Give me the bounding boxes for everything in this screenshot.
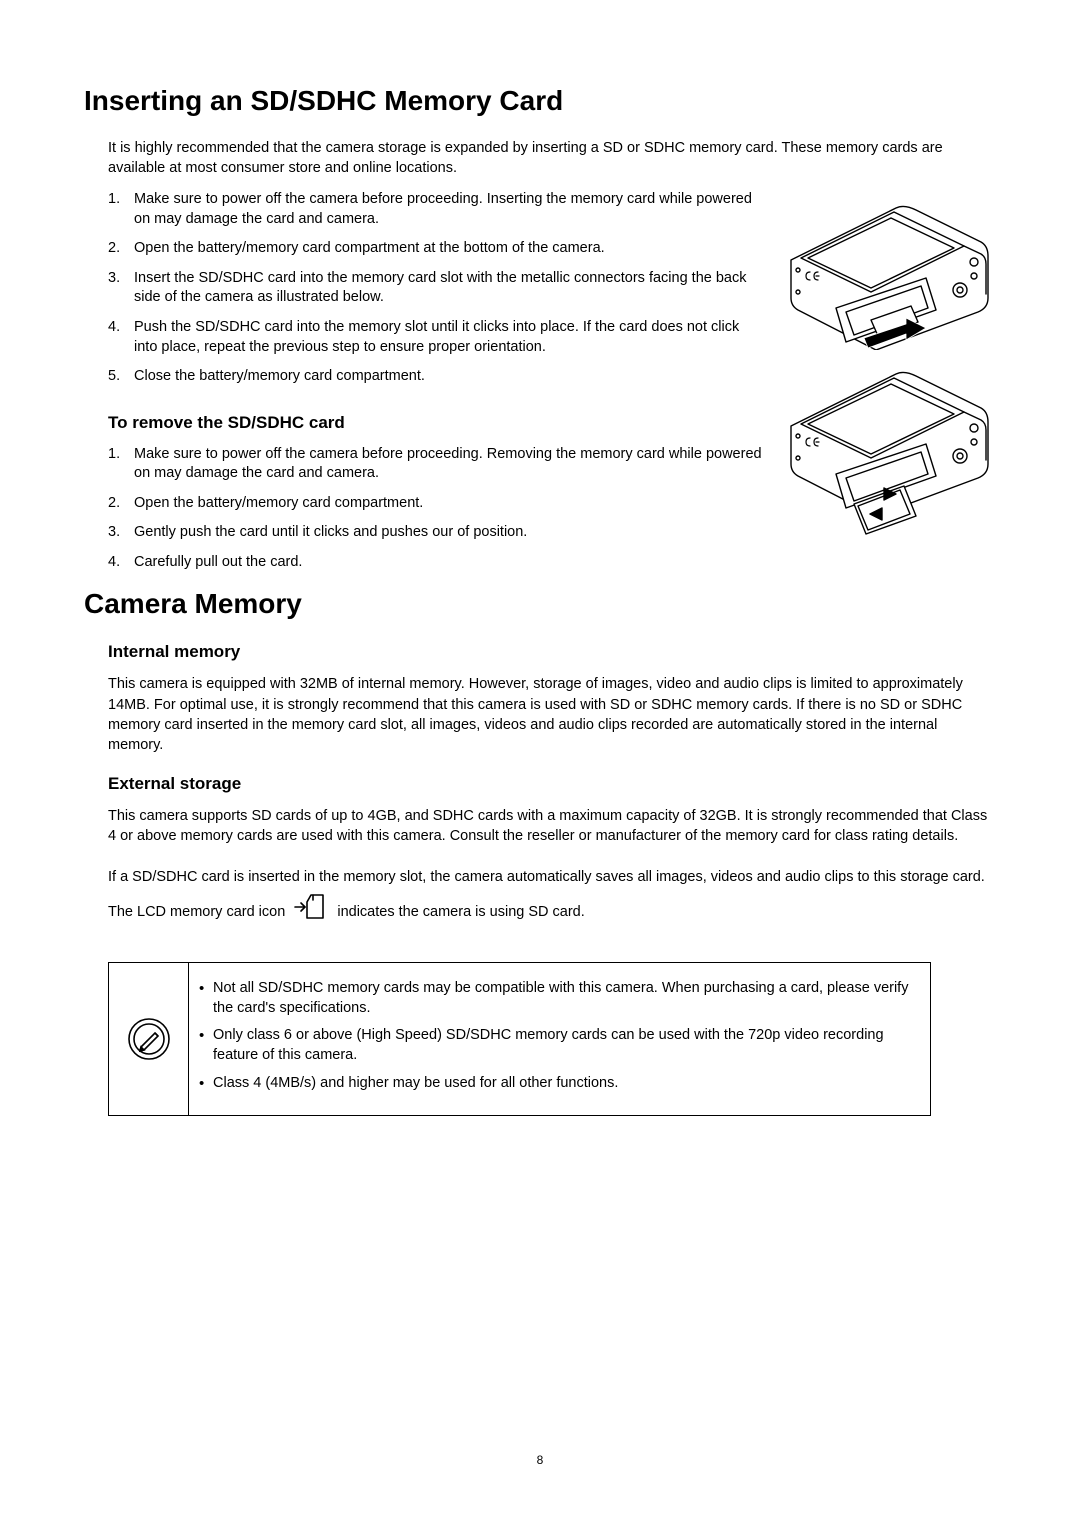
list-item: Gently push the card until it clicks and… xyxy=(108,523,766,543)
illustrations-column xyxy=(776,190,996,546)
external-heading: External storage xyxy=(108,774,996,794)
section-heading: Camera Memory xyxy=(84,588,996,620)
list-item: Open the battery/memory card compartment… xyxy=(108,494,766,514)
camera-remove-illustration xyxy=(776,356,996,546)
remove-steps-list: Make sure to power off the camera before… xyxy=(108,445,766,573)
section-heading: Inserting an SD/SDHC Memory Card xyxy=(84,85,996,117)
list-item: Close the battery/memory card compartmen… xyxy=(108,367,766,387)
external-storage-text-2: If a SD/SDHC card is inserted in the mem… xyxy=(108,864,996,932)
page-number: 8 xyxy=(0,1453,1080,1467)
note-box: Not all SD/SDHC memory cards may be comp… xyxy=(108,962,931,1116)
list-item: Make sure to power off the camera before… xyxy=(108,445,766,484)
list-item: Carefully pull out the card. xyxy=(108,553,766,573)
internal-heading: Internal memory xyxy=(108,642,996,662)
note-content: Not all SD/SDHC memory cards may be comp… xyxy=(189,963,930,1115)
insert-steps-row: Make sure to power off the camera before… xyxy=(108,190,996,582)
external-storage-text-1: This camera supports SD cards of up to 4… xyxy=(108,806,996,847)
sd-card-icon xyxy=(293,892,329,933)
note-item: Only class 6 or above (High Speed) SD/SD… xyxy=(199,1026,912,1065)
list-item: Push the SD/SDHC card into the memory sl… xyxy=(108,318,766,357)
internal-memory-text: This camera is equipped with 32MB of int… xyxy=(108,674,996,755)
insert-steps-list: Make sure to power off the camera before… xyxy=(108,190,766,387)
remove-heading: To remove the SD/SDHC card xyxy=(108,413,766,433)
list-item: Insert the SD/SDHC card into the memory … xyxy=(108,269,766,308)
intro-paragraph: It is highly recommended that the camera… xyxy=(108,139,996,178)
external-text-2b: indicates the camera is using SD card. xyxy=(337,904,584,920)
note-icon-cell xyxy=(109,963,189,1115)
note-pencil-icon xyxy=(126,1016,172,1062)
list-item: Make sure to power off the camera before… xyxy=(108,190,766,229)
list-item: Open the battery/memory card compartment… xyxy=(108,239,766,259)
note-item: Class 4 (4MB/s) and higher may be used f… xyxy=(199,1074,912,1094)
note-item: Not all SD/SDHC memory cards may be comp… xyxy=(199,979,912,1018)
camera-insert-illustration xyxy=(776,190,996,350)
